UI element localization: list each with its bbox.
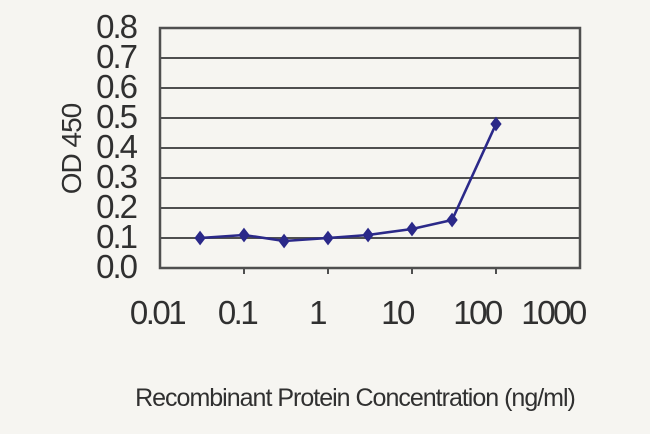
data-point-marker — [406, 221, 418, 237]
y-tick-label: 0.2 — [96, 188, 138, 225]
y-tick-label: 0.7 — [96, 38, 138, 75]
y-tick-label: 0.3 — [96, 158, 138, 195]
data-point-marker — [490, 116, 502, 132]
y-tick-label: 0.6 — [96, 68, 138, 105]
data-point-marker — [238, 227, 250, 243]
x-tick-label: 0.1 — [217, 294, 259, 331]
y-tick-label: 0.8 — [96, 8, 138, 45]
data-point-marker — [194, 230, 206, 246]
y-tick-label: 0.4 — [96, 128, 138, 165]
data-point-marker — [278, 233, 290, 249]
plot-frame — [158, 26, 582, 270]
x-tick-label: 1000 — [521, 294, 587, 331]
x-tick-label: 10 — [381, 294, 415, 331]
data-point-marker — [362, 227, 374, 243]
data-point-marker — [322, 230, 334, 246]
x-axis-title: Recombinant Protein Concentration (ng/ml… — [135, 384, 576, 412]
y-tick-label: 0.5 — [96, 98, 138, 135]
y-tick-label: 0.0 — [96, 248, 138, 285]
y-axis-title: OD 450 — [56, 103, 87, 195]
x-tick-label: 100 — [453, 294, 503, 331]
data-series-line — [199, 123, 498, 243]
x-tick-label: 0.01 — [129, 294, 187, 331]
y-tick-label: 0.1 — [96, 218, 138, 255]
data-point-marker — [446, 212, 458, 228]
x-tick-label: 1 — [309, 294, 327, 331]
